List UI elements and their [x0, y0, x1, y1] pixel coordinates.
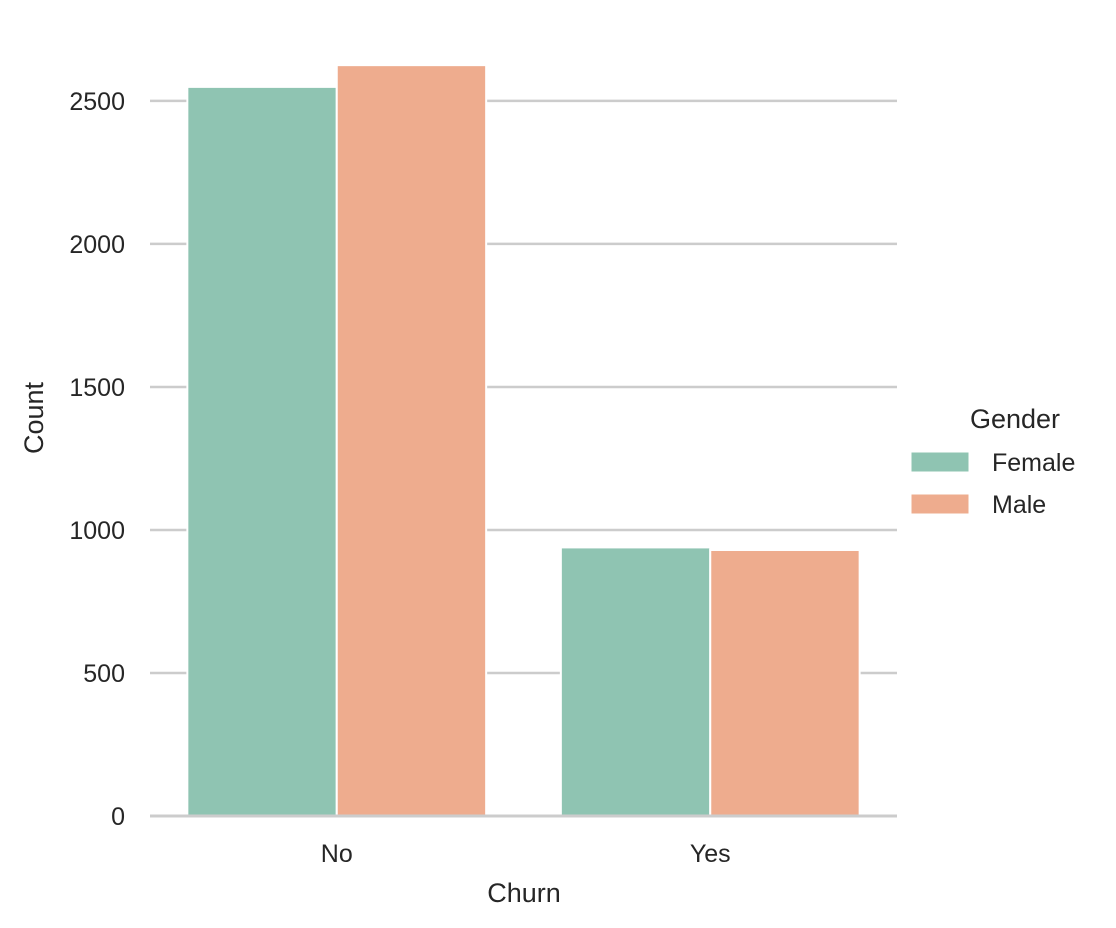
- legend-swatch-male: [910, 493, 970, 515]
- x-tick-label: No: [321, 840, 353, 868]
- bar-male-no: [335, 64, 488, 817]
- legend-label-male: Male: [992, 491, 1046, 519]
- y-tick-label: 1500: [69, 374, 125, 402]
- legend-items: Female Male: [910, 449, 1075, 519]
- legend-title: Gender: [970, 404, 1060, 434]
- bar-female-yes: [559, 546, 712, 818]
- y-tick-label: 2000: [69, 231, 125, 259]
- x-tick-label: Yes: [690, 840, 731, 868]
- bar-female-no: [186, 85, 338, 817]
- y-tick-label: 0: [111, 803, 125, 831]
- legend-swatch-female: [910, 451, 970, 473]
- axes: 0 500 1000 1500 2000 2500 No Yes: [69, 88, 897, 868]
- y-tick-label: 2500: [69, 88, 125, 116]
- bar-male-yes: [709, 548, 861, 818]
- legend: Gender Female Male: [910, 404, 1075, 519]
- y-tick-label: 500: [83, 660, 125, 688]
- y-axis-label: Count: [19, 381, 49, 454]
- y-tick-label: 1000: [69, 517, 125, 545]
- x-axis-label: Churn: [487, 878, 561, 908]
- bars: [186, 64, 861, 818]
- legend-label-female: Female: [992, 449, 1075, 477]
